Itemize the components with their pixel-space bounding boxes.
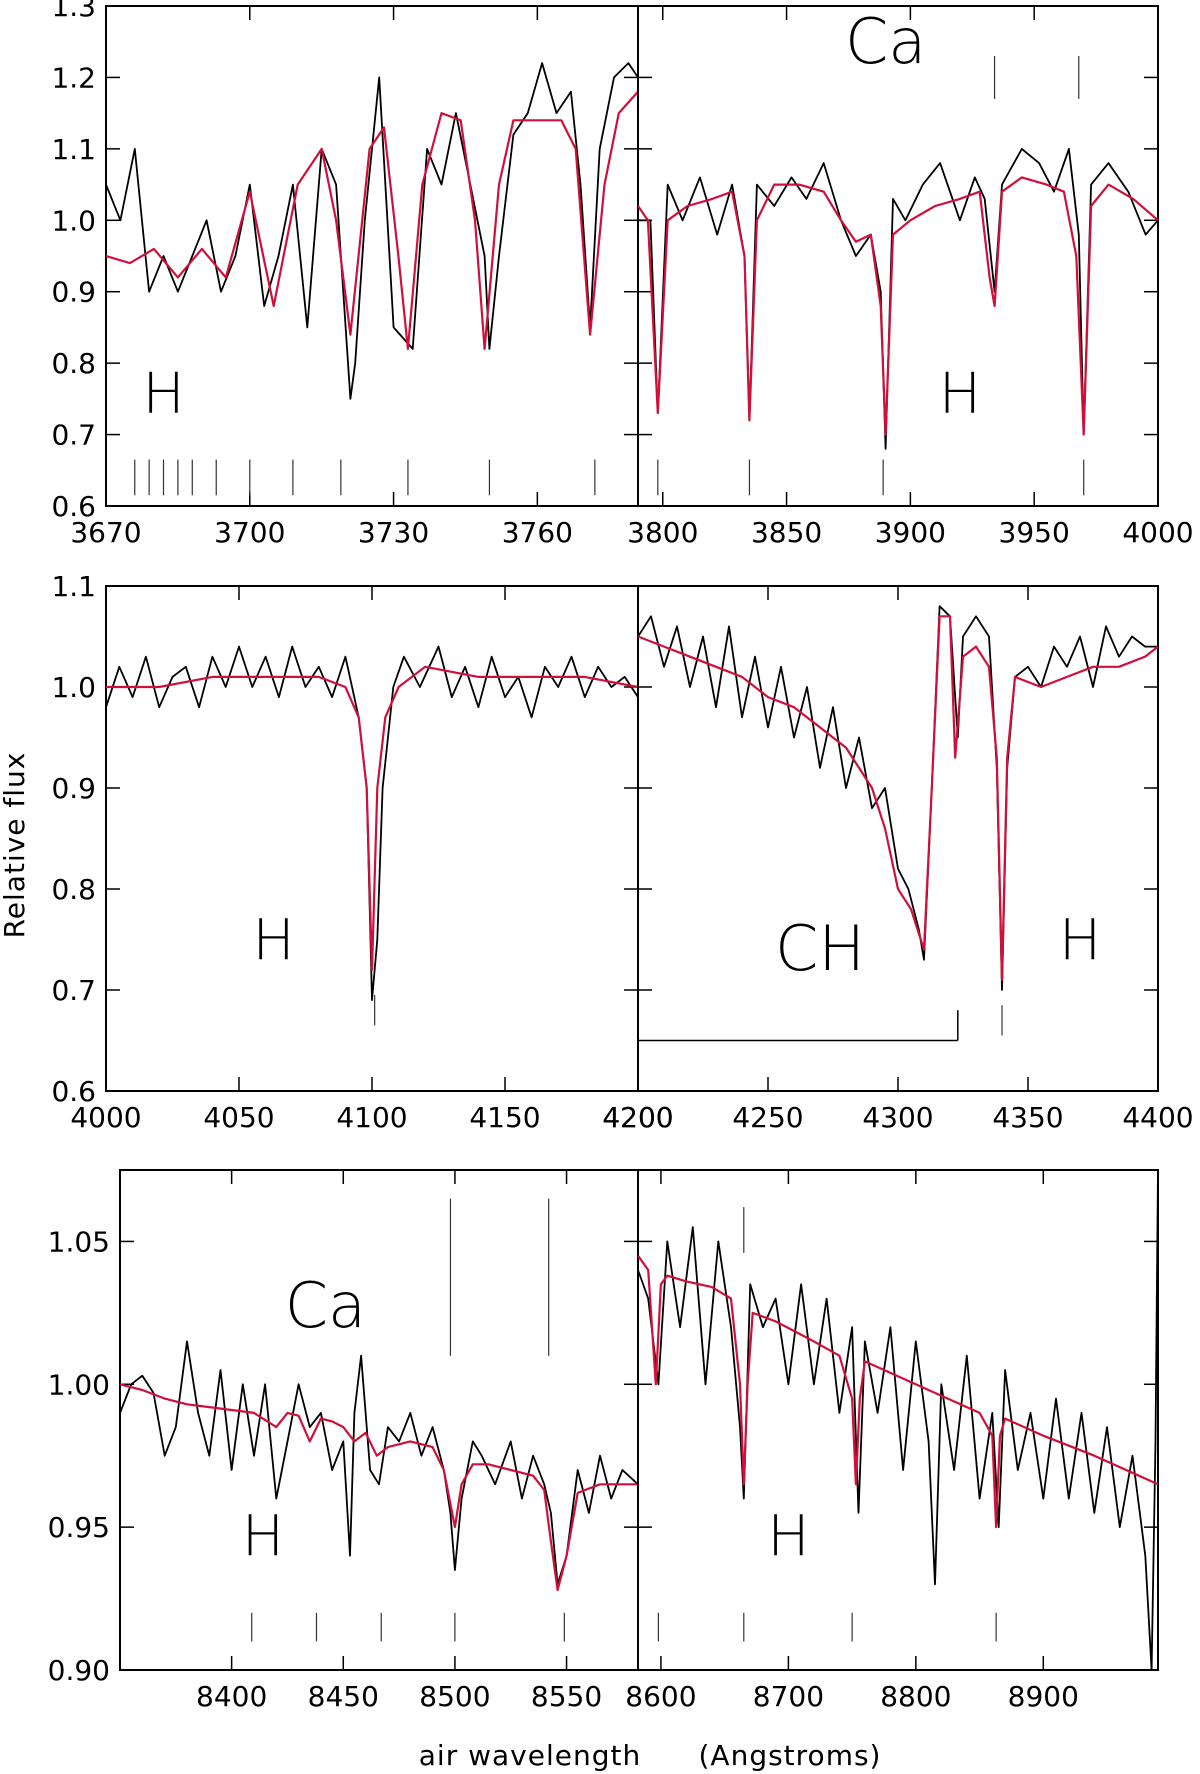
model-spectrum-line: [638, 615, 1158, 982]
x-tick-label: 4400: [1122, 1101, 1193, 1134]
model-spectrum-line: [638, 176, 1158, 436]
element-label-hydrogen: H: [242, 1505, 284, 1570]
x-tick-label: 8400: [196, 1680, 267, 1713]
x-tick-label: 3950: [999, 516, 1070, 549]
y-tick-label: 0.90: [48, 1654, 110, 1687]
element-label-ca: Ca: [285, 1269, 366, 1342]
observed-spectrum-line: [106, 62, 638, 400]
model-spectrum-line: [120, 1383, 638, 1592]
x-tick-label: 8800: [880, 1680, 951, 1713]
x-tick-label: 8900: [1008, 1680, 1079, 1713]
x-tick-label: 3850: [751, 516, 822, 549]
panel-row3-left: 8400 8450 8500 8550 0.90 0.95 1.00 1.05 H Ca: [48, 1169, 639, 1713]
x-axis-unit: (Angstroms): [699, 1739, 882, 1772]
panel-frame: [105, 585, 639, 1092]
y-axis-title: Relative flux: [0, 752, 31, 939]
panel-row3-right: 8600 8700 8800 8900 H: [625, 1169, 1159, 1713]
panel-row1-left: 3670 3700 3730 3760 0.6 0.7 0.8 0.9 1.0 1.1 1.2 1.3…: [51, 0, 639, 549]
y-tick-label: 0.9: [51, 772, 96, 805]
model-spectrum-line: [106, 90, 638, 350]
model-spectrum-line: [106, 665, 638, 971]
element-label-hydrogen: H: [142, 362, 184, 427]
x-tick-label: 4050: [203, 1101, 274, 1134]
panel-frame: [105, 5, 639, 507]
x-tick-label: 3670: [70, 516, 141, 549]
panel-row2-right: 4200 4250 4300 4350 4400 H CH: [602, 585, 1194, 1134]
x-tick-label: 3760: [502, 516, 573, 549]
y-tick-label: 1.0: [51, 671, 96, 704]
panel-frame: [637, 5, 1159, 507]
y-tick-label: 1.3: [51, 0, 96, 23]
x-tick-label: 4250: [732, 1101, 803, 1134]
panel-frame: [637, 585, 1159, 1092]
x-tick-label: 4000: [70, 1101, 141, 1134]
y-tick-label: 0.95: [48, 1511, 110, 1544]
x-tick-label: 8500: [419, 1680, 490, 1713]
y-tick-label: 1.05: [48, 1225, 110, 1258]
element-label-hydrogen: H: [253, 909, 295, 974]
x-tick-label: 8700: [753, 1680, 824, 1713]
x-tick-label: 3700: [214, 516, 285, 549]
y-tick-label: 0.9: [51, 276, 96, 309]
y-tick-label: 0.7: [51, 419, 96, 452]
panel-layer: 3670 3700 3730 3760 0.6 0.7 0.8 0.9 1.0 1.1 1.2 1.3…: [48, 0, 1194, 1713]
panel-frame: [637, 1169, 1159, 1671]
x-tick-label: 4100: [336, 1101, 407, 1134]
model-spectrum-line: [638, 1255, 1158, 1529]
y-tick-label: 0.6: [51, 1075, 96, 1108]
observed-spectrum-line: [106, 645, 638, 1001]
element-label-ca: Ca: [845, 5, 926, 78]
x-tick-label: 4150: [469, 1101, 540, 1134]
y-tick-label: 0.7: [51, 974, 96, 1007]
x-tick-label: 4000: [1122, 516, 1193, 549]
y-tick-label: 0.6: [51, 490, 96, 523]
x-tick-label: 8450: [308, 1680, 379, 1713]
panel-row2-left: 4000 4050 4100 4150 4200 0.6 0.7 0.8 0.9 1.0 1.1 H: [51, 570, 673, 1134]
y-tick-label: 1.1: [51, 133, 96, 166]
x-tick-label: 3730: [358, 516, 429, 549]
panel-frame: [119, 1169, 639, 1671]
x-tick-label: 3800: [627, 516, 698, 549]
observed-spectrum-line: [638, 147, 1158, 450]
y-tick-label: 1.0: [51, 204, 96, 237]
element-label-hydrogen: H: [939, 362, 981, 427]
element-label-hydrogen: H: [767, 1505, 809, 1570]
y-tick-label: 1.00: [48, 1368, 110, 1401]
element-label-ch: CH: [775, 912, 865, 985]
x-tick-label: 4300: [862, 1101, 933, 1134]
x-tick-label: 8550: [531, 1680, 602, 1713]
observed-spectrum-line: [638, 1170, 1158, 1670]
panel-row1-right: 3800 3850 3900 3950 4000 H Ca: [627, 5, 1194, 549]
y-tick-label: 1.2: [51, 61, 96, 94]
x-tick-label: 8600: [625, 1680, 696, 1713]
x-tick-label: 4200: [602, 1101, 673, 1134]
y-tick-label: 0.8: [51, 347, 96, 380]
element-label-hydrogen: H: [1059, 909, 1101, 974]
observed-spectrum-line: [120, 1340, 638, 1586]
y-tick-label: 1.1: [51, 570, 96, 603]
x-tick-label: 3900: [875, 516, 946, 549]
x-axis-title: air wavelength: [419, 1739, 641, 1772]
x-tick-label: 4200: [602, 1101, 673, 1134]
x-tick-label: 4350: [992, 1101, 1063, 1134]
y-tick-label: 0.8: [51, 873, 96, 906]
